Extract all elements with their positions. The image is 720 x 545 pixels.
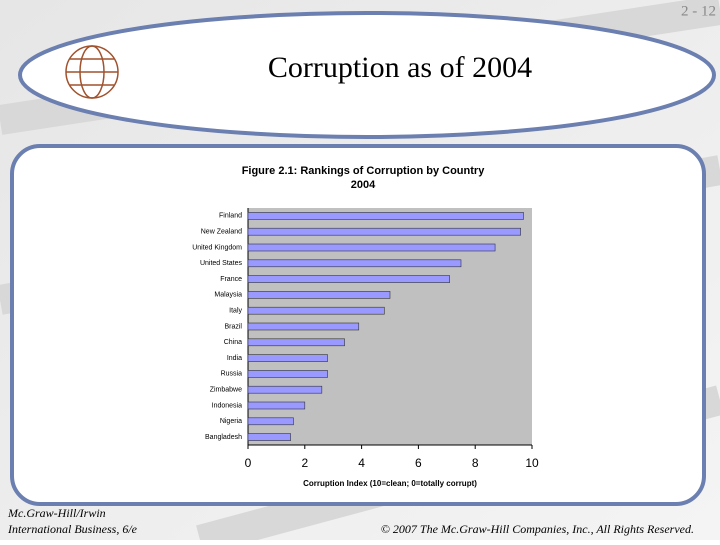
bar [247, 275, 450, 283]
title-banner [18, 11, 716, 139]
y-tick-label: China [224, 339, 242, 346]
y-tick-label: Malaysia [214, 292, 242, 299]
bar [247, 227, 521, 236]
bar [247, 306, 385, 315]
bar [247, 354, 328, 362]
slide-title: Corruption as of 2004 [268, 51, 532, 84]
y-tick-label: Nigeria [220, 418, 242, 425]
y-tick-label: Zimbabwe [210, 387, 242, 394]
footer-right: © 2007 The Mc.Graw-Hill Companies, Inc.,… [381, 522, 694, 536]
bar [247, 417, 294, 426]
bar [247, 433, 291, 441]
y-tick-label: India [227, 355, 242, 362]
globe-icon [65, 45, 119, 99]
bar [247, 212, 524, 220]
y-tick-label: United States [200, 260, 243, 267]
y-tick-label: Russia [221, 371, 243, 378]
y-tick-label: Italy [229, 308, 242, 315]
y-tick-label: Brazil [224, 323, 242, 330]
bar [247, 259, 462, 268]
x-tick-label: 6 [415, 456, 422, 470]
bar [247, 322, 360, 331]
bar [247, 370, 328, 378]
x-axis-label: Corruption Index (10=clean; 0=totally co… [303, 479, 477, 488]
x-tick-label: 0 [245, 456, 252, 470]
y-tick-label: Finland [219, 213, 242, 220]
y-tick-label: United Kingdom [192, 244, 242, 251]
bar [247, 401, 306, 410]
chart-subtitle: 2004 [351, 179, 376, 191]
y-tick-label: New Zealand [201, 229, 242, 236]
y-tick-label: France [220, 276, 242, 283]
y-tick-label: Indonesia [212, 402, 242, 409]
bar [247, 291, 391, 299]
bar [247, 243, 496, 252]
bar [247, 338, 345, 347]
x-tick-label: 8 [472, 456, 479, 470]
bar [247, 385, 323, 394]
y-tick-label: Bangladesh [205, 434, 242, 441]
slide-number: 2 - 12 [681, 3, 716, 19]
x-tick-label: 2 [301, 456, 308, 470]
chart-title: Figure 2.1: Rankings of Corruption by Co… [242, 165, 486, 177]
x-tick-label: 10 [525, 456, 539, 470]
footer-left: International Business, 6/e [7, 522, 138, 536]
x-tick-label: 4 [358, 456, 365, 470]
footer-left: Mc.Graw-Hill/Irwin [7, 506, 106, 520]
